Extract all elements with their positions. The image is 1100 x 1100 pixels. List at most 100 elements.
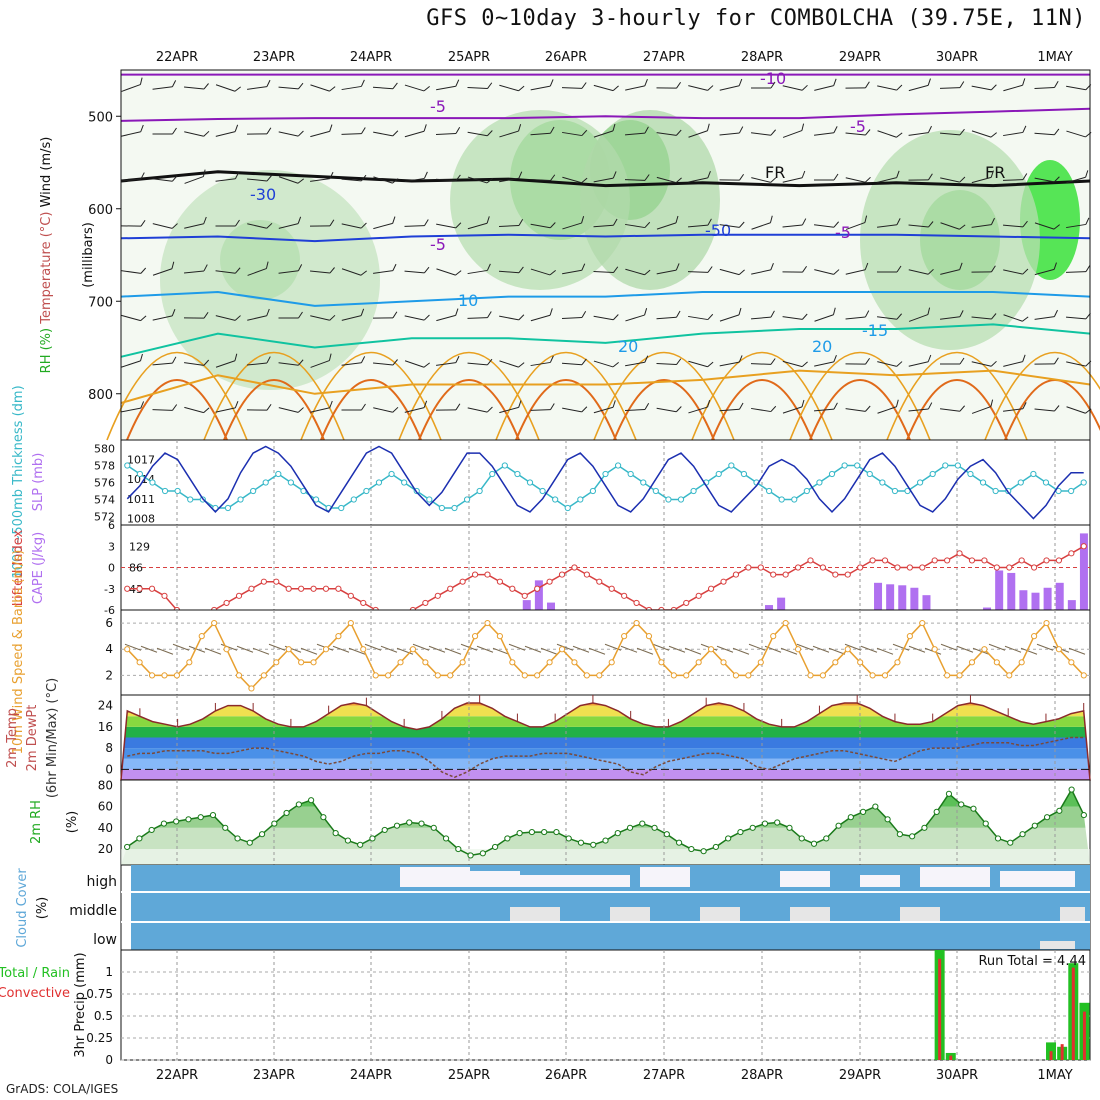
cape-bar: [898, 585, 907, 610]
wind-barb-upper: [656, 81, 682, 89]
rh-line-marker: [639, 820, 646, 827]
contour-label-2: -5: [850, 117, 866, 136]
wind-barb-upper: [1065, 265, 1091, 273]
barb-flag: [833, 269, 840, 275]
wind-barb-upper: [152, 175, 178, 182]
wind-speed-line-marker: [496, 633, 504, 640]
barb-shaft: [593, 360, 614, 368]
barb-flag: [360, 308, 365, 316]
barb-flag: [612, 171, 617, 179]
barb-flag: [802, 265, 808, 273]
wind-barb-upper: [751, 129, 777, 136]
barb-flag: [329, 400, 333, 408]
wind-barb-upper: [814, 307, 836, 322]
thickness-line-marker: [891, 487, 899, 495]
x-top-label-6: 28APR: [741, 50, 783, 65]
thickness-line-marker: [539, 487, 546, 495]
barb-shaft: [971, 224, 992, 228]
barb-shaft: [561, 316, 583, 320]
dewpt-ylabel-part-0: 2m DewPt: [25, 705, 40, 772]
rh-line-marker: [160, 820, 168, 827]
temp-arch-outer-5: [593, 351, 735, 441]
barb-shaft: [908, 408, 929, 412]
barb-flag: [424, 219, 429, 226]
rh-line-marker: [209, 811, 217, 819]
wind-speed-line-marker: [372, 672, 379, 679]
lifted-index-line-marker: [546, 578, 553, 585]
barb-flag: [392, 263, 397, 271]
temp-arch-outer-4: [495, 351, 637, 441]
slp-line: [126, 445, 1084, 520]
x-top-label-9: 1MAY: [1037, 50, 1072, 65]
barb-shaft: [436, 268, 456, 276]
barb-shaft: [310, 178, 330, 182]
wind-barb-upper: [593, 400, 616, 414]
lifted-index-line-marker: [794, 564, 802, 571]
lifted-index-line-marker: [521, 592, 528, 599]
barb-flag: [329, 171, 334, 179]
barb-flag: [802, 313, 808, 320]
wind-barb-surface: [956, 645, 974, 653]
wind-barb-surface: [540, 647, 558, 655]
rh-line-marker: [197, 814, 204, 821]
barb-shaft: [152, 362, 173, 366]
barb-flag: [864, 176, 871, 183]
slp-tick-2: 1014: [127, 473, 155, 486]
wind-barb-upper: [278, 359, 304, 366]
wind-barb-upper: [184, 130, 210, 137]
wind-barb-upper: [562, 129, 588, 137]
lifted-index-line-marker: [471, 571, 479, 578]
wind-speed-line-marker: [509, 659, 516, 666]
lifted-index-line-marker: [1055, 557, 1063, 564]
wind-barb-upper: [436, 355, 460, 366]
barb-shaft: [656, 132, 677, 136]
barb-flag: [424, 266, 430, 274]
lifted-index-line-marker: [148, 585, 156, 592]
wind-barb-upper: [404, 314, 430, 321]
barb-flag: [928, 173, 933, 181]
barb-flag: [518, 124, 522, 132]
barb-flag: [739, 126, 744, 134]
wind-speed-line-marker: [931, 646, 938, 653]
wind-speed-line-marker: [707, 646, 715, 653]
barb-shaft: [436, 314, 456, 322]
lifted-index-line-marker: [857, 564, 864, 571]
wind-barb-upper: [845, 215, 868, 230]
wind-barb-upper: [436, 222, 462, 229]
wind-speed-line-marker: [534, 672, 541, 679]
barb-flag: [265, 261, 269, 269]
rh-shade-8: [580, 110, 720, 290]
barb-shaft: [499, 360, 519, 368]
barb-shaft: [436, 85, 456, 91]
wind-barb-upper: [1034, 405, 1060, 412]
lifted-tick-0: 6: [108, 519, 115, 532]
wind-tick-1: 4: [105, 642, 113, 656]
barb-flag: [518, 400, 522, 408]
wind-barb-upper: [719, 173, 745, 181]
barb-flag: [172, 175, 178, 182]
barb-flag: [832, 307, 836, 315]
thickness-line-marker: [803, 487, 810, 495]
wind-speed-line-marker: [285, 646, 292, 653]
lifted-index-line-marker: [322, 585, 330, 592]
barb-shaft: [467, 362, 488, 366]
wind-barb-upper: [688, 313, 714, 321]
barb-flag: [234, 124, 239, 132]
barb-flag: [990, 399, 994, 407]
barb-shaft: [1002, 224, 1024, 228]
cloud-ylabel: Cloud Cover: [15, 868, 30, 948]
wind-speed-line-marker: [745, 672, 752, 679]
rh-line-marker: [835, 822, 842, 829]
isotherm-3: [120, 233, 1091, 243]
barb-flag: [360, 356, 366, 364]
barb-flag: [486, 216, 490, 224]
thickness-line-marker: [740, 470, 748, 478]
wind-barb-upper: [1066, 170, 1089, 184]
wind-barb-surface: [684, 647, 702, 655]
wind-barb-upper: [499, 171, 523, 183]
wind-barb-upper: [1003, 125, 1027, 137]
thickness-line-marker: [161, 487, 169, 495]
barb-flag: [1022, 173, 1028, 180]
rh-line-marker: [675, 839, 683, 846]
wind-barb-upper: [530, 308, 553, 322]
